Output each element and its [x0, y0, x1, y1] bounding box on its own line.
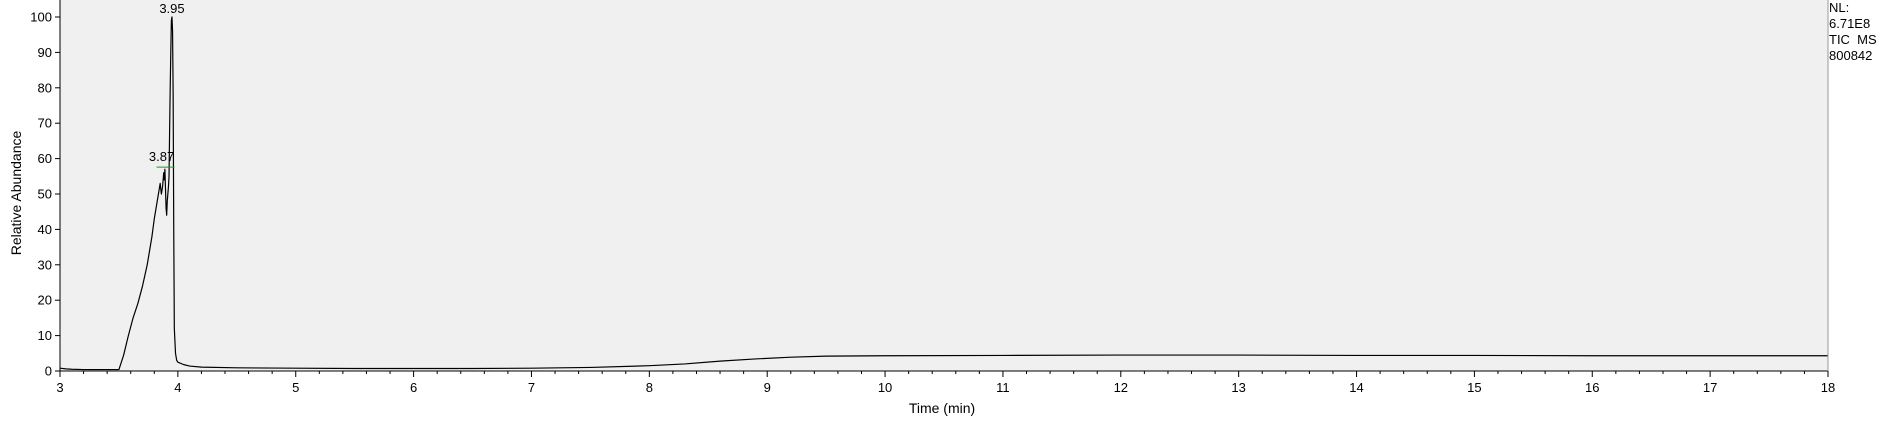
- peak-label: 3.87: [149, 149, 174, 164]
- nl-value: 6.71E8: [1829, 16, 1871, 31]
- y-axis-title: Relative Abundance: [8, 131, 24, 256]
- y-tick-label-60: 60: [38, 151, 52, 166]
- x-tick-label-6: 6: [410, 380, 417, 395]
- x-tick-label-15: 15: [1467, 380, 1481, 395]
- y-tick-label-40: 40: [38, 222, 52, 237]
- y-tick-label-90: 90: [38, 45, 52, 60]
- x-tick-label-3: 3: [56, 380, 63, 395]
- y-tick-label-30: 30: [38, 257, 52, 272]
- scan-filter: TIC MS: [1829, 32, 1877, 47]
- normalization-info: NL: 6.71E8 TIC MS 800842: [1829, 0, 1877, 64]
- y-tick-label-70: 70: [38, 116, 52, 131]
- y-tick-label-0: 0: [45, 364, 52, 379]
- x-tick-label-14: 14: [1349, 380, 1363, 395]
- x-tick-label-5: 5: [292, 380, 299, 395]
- x-tick-label-4: 4: [174, 380, 181, 395]
- peak-label: 3.95: [159, 1, 184, 16]
- y-tick-label-80: 80: [38, 80, 52, 95]
- x-tick-label-11: 11: [996, 380, 1010, 395]
- nl-label: NL:: [1829, 0, 1850, 15]
- sample-id: 800842: [1829, 48, 1873, 63]
- x-tick-label-9: 9: [764, 380, 771, 395]
- y-tick-label-100: 100: [30, 10, 52, 25]
- x-tick-label-16: 16: [1585, 380, 1599, 395]
- x-axis-title: Time (min): [909, 400, 975, 416]
- x-tick-label-18: 18: [1821, 380, 1835, 395]
- y-tick-label-50: 50: [38, 187, 52, 202]
- tic-trace-0: [59, 16, 1828, 371]
- x-tick-label-10: 10: [878, 380, 892, 395]
- x-tick-label-8: 8: [646, 380, 653, 395]
- x-tick-label-13: 13: [1231, 380, 1245, 395]
- x-tick-label-7: 7: [528, 380, 535, 395]
- y-tick-label-20: 20: [38, 293, 52, 308]
- x-tick-label-17: 17: [1703, 380, 1717, 395]
- plot-area: [60, 0, 1828, 371]
- x-tick-label-12: 12: [1114, 380, 1128, 395]
- y-tick-label-10: 10: [38, 328, 52, 343]
